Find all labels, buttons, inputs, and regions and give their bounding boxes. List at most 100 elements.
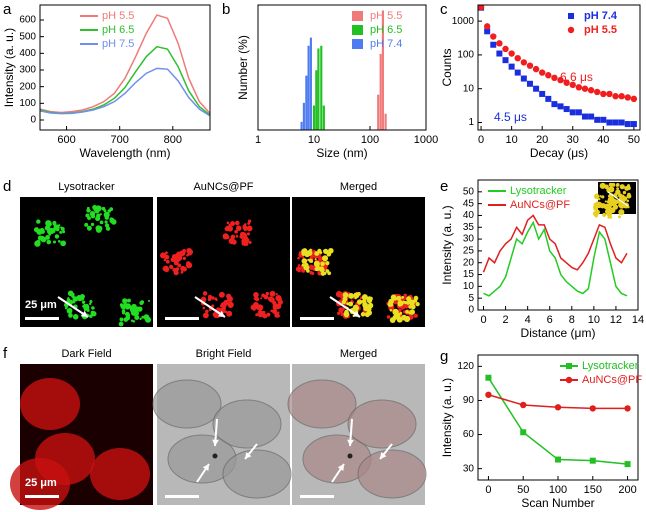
cell-dot (207, 294, 213, 299)
y-tick-label: 200 (19, 81, 36, 92)
arrow-head (380, 452, 387, 459)
legend-swatch (565, 376, 573, 384)
cell-dot (177, 263, 182, 268)
cell-dot (165, 259, 170, 264)
x-tick-label: 6 (547, 314, 553, 326)
cell (347, 399, 417, 449)
cell-dot (104, 220, 108, 224)
arrow-head (212, 439, 219, 446)
y-axis-label: Intensity (a. u.) (440, 205, 454, 284)
cell-dot (202, 306, 206, 310)
cell-dot (243, 237, 250, 244)
cell-dot (325, 269, 330, 273)
marker (490, 41, 497, 48)
y-tick-label: 35 (463, 222, 475, 233)
y-tick-label: 45 (463, 198, 475, 209)
x-axis-label: Scan Number (521, 496, 594, 510)
marker (557, 103, 564, 110)
y-axis-label: Intensity (a. u.) (2, 28, 16, 107)
cell-dot (615, 189, 621, 195)
legend-swatch (352, 11, 363, 21)
marker (520, 59, 528, 66)
legend-label: pH 6.5 (102, 24, 134, 36)
cell-dot (253, 292, 259, 298)
cell-dot (356, 299, 363, 305)
cell-dot (342, 292, 349, 298)
cell-dot (601, 195, 605, 199)
cell-dot (350, 299, 353, 302)
cell-dot (388, 298, 394, 305)
cell-dot (314, 251, 320, 256)
bar (322, 105, 325, 130)
bar (379, 53, 382, 130)
cell-dot (71, 294, 75, 298)
marker (520, 75, 527, 82)
cell-dot (308, 264, 315, 270)
cell-dot (226, 295, 233, 302)
bar (307, 45, 310, 130)
marker (569, 81, 576, 89)
cell-dot (279, 303, 282, 306)
cell-dot (46, 221, 52, 227)
cell-dot (84, 222, 89, 227)
cell-dot (601, 203, 606, 208)
y-tick-label: 50 (463, 186, 475, 197)
legend-label: pH 5.5 (102, 10, 134, 22)
marker (555, 456, 561, 463)
legend-swatch (568, 13, 574, 19)
cell-dot (615, 184, 619, 187)
cell-dot (366, 297, 373, 304)
cell-dot (626, 193, 632, 199)
cell-dot (173, 270, 179, 276)
marker (589, 457, 596, 464)
legend-swatch (352, 39, 363, 49)
cell-dot (607, 216, 611, 219)
bar (309, 37, 312, 130)
x-tick-label: 700 (111, 134, 129, 146)
cell-dot (162, 267, 165, 271)
data-line (487, 377, 628, 465)
x-tick-label: 100 (549, 484, 567, 496)
cell-dot (202, 291, 208, 296)
cell-dot (223, 307, 226, 310)
cell-dot (344, 313, 349, 318)
cell-dot (325, 261, 330, 266)
cell (357, 449, 427, 499)
cell (90, 448, 150, 500)
cell-dot (66, 298, 71, 303)
marker (624, 94, 631, 101)
y-tick-label: 30 (463, 463, 475, 474)
particle (347, 453, 353, 459)
cell-dot (36, 241, 40, 245)
cell-dot (255, 313, 259, 317)
cell-dot (321, 255, 329, 262)
x-axis-label: Decay (μs) (530, 146, 588, 160)
scale-bar (25, 317, 59, 320)
y-tick-label: 10 (463, 83, 475, 94)
cell-dot (235, 225, 242, 231)
y-tick-label: 25 (463, 246, 475, 257)
cell-dot (269, 290, 276, 297)
cell-dot (323, 271, 327, 276)
cell-dot (263, 294, 269, 300)
x-tick-label: 0 (478, 134, 484, 146)
bar (381, 10, 384, 130)
marker (581, 85, 589, 92)
cell-dot (401, 295, 405, 299)
cell-dot (274, 312, 280, 318)
cell-dot (95, 225, 100, 231)
cell-dot (606, 187, 612, 193)
x-axis-label: Distance (μm) (521, 326, 596, 340)
y-tick-label: 0 (468, 305, 474, 316)
y-tick-label: 1000 (452, 16, 475, 27)
panel-label: b (222, 1, 230, 18)
cell-dot (620, 210, 624, 214)
cell-dot (267, 296, 274, 302)
cell-dot (265, 291, 270, 296)
marker (563, 106, 570, 113)
x-tick-label: 4 (525, 314, 531, 326)
marker (588, 113, 595, 120)
cell-dot (129, 307, 136, 313)
data-line (482, 214, 628, 273)
cell-dot (223, 299, 229, 306)
